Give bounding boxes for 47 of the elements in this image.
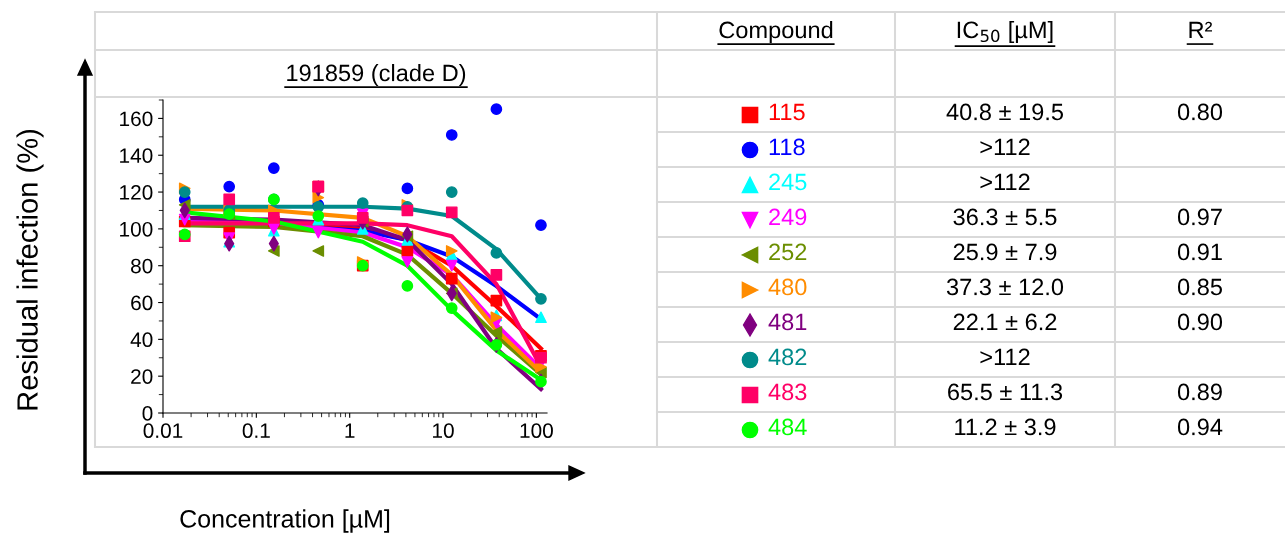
legend-label: 245 [769, 173, 807, 191]
text: >112 [980, 348, 1030, 366]
y-tick-label: 160 [120, 111, 153, 127]
y-tick-label: 20 [131, 369, 153, 384]
text: 0.97 [1177, 208, 1222, 226]
text: 0.85 [1177, 278, 1222, 296]
y-tick-label: 80 [131, 258, 153, 274]
text: 22.1 ± 6.2 [953, 313, 1057, 331]
text: 0.80 [1177, 103, 1223, 121]
y-tick-label: 40 [130, 332, 153, 348]
y-tick-label: 100 [120, 221, 153, 237]
text: 36.3 ± 5.5 [953, 208, 1057, 226]
text: 25.9 ± 7.9 [953, 243, 1057, 261]
legend-label: 480 [768, 278, 807, 296]
x-tick-label: 1 [345, 423, 355, 438]
legend-label: 484 [768, 418, 807, 436]
legend-label: 483 [768, 383, 807, 401]
y-tick-label: 60 [131, 295, 153, 311]
legend-label: 481 [768, 313, 807, 331]
y-tick-label: 120 [120, 185, 153, 200]
y-axis-title: Residual infection (%) [16, 129, 44, 410]
text: 40.8 ± 19.5 [946, 103, 1064, 121]
text: >112 [980, 138, 1030, 156]
y-tick-label: 0 [142, 406, 153, 421]
legend-label: 482 [768, 348, 807, 366]
x-axis-title: Concentration [µM] [180, 509, 390, 533]
text: 11.2 ± 3.9 [955, 418, 1056, 436]
x-tick-label: 10 [433, 423, 454, 439]
legend-label: 115 [769, 103, 805, 121]
text: R² [1189, 21, 1213, 39]
text: Compound [719, 21, 833, 43]
text: 0.90 [1177, 313, 1223, 331]
text: 65.5 ± 11.3 [948, 383, 1063, 401]
text: 0.89 [1177, 383, 1222, 401]
text: 37.3 ± 12.0 [946, 278, 1064, 296]
text: >112 [980, 173, 1030, 191]
text: 0.91 [1177, 243, 1222, 261]
chart-subtitle: 191859 (clade D) [287, 64, 466, 86]
text: IC$_{50}$ [µM] [957, 20, 1053, 43]
legend-label: 249 [769, 208, 807, 226]
text: 0.94 [1177, 418, 1223, 436]
x-tick-label: 100 [520, 423, 553, 439]
legend-label: 118 [769, 138, 805, 156]
legend-label: 252 [769, 243, 807, 261]
x-tick-label: 0.1 [242, 423, 270, 439]
y-tick-label: 140 [120, 148, 153, 163]
x-tick-label: 0.01 [143, 423, 183, 439]
